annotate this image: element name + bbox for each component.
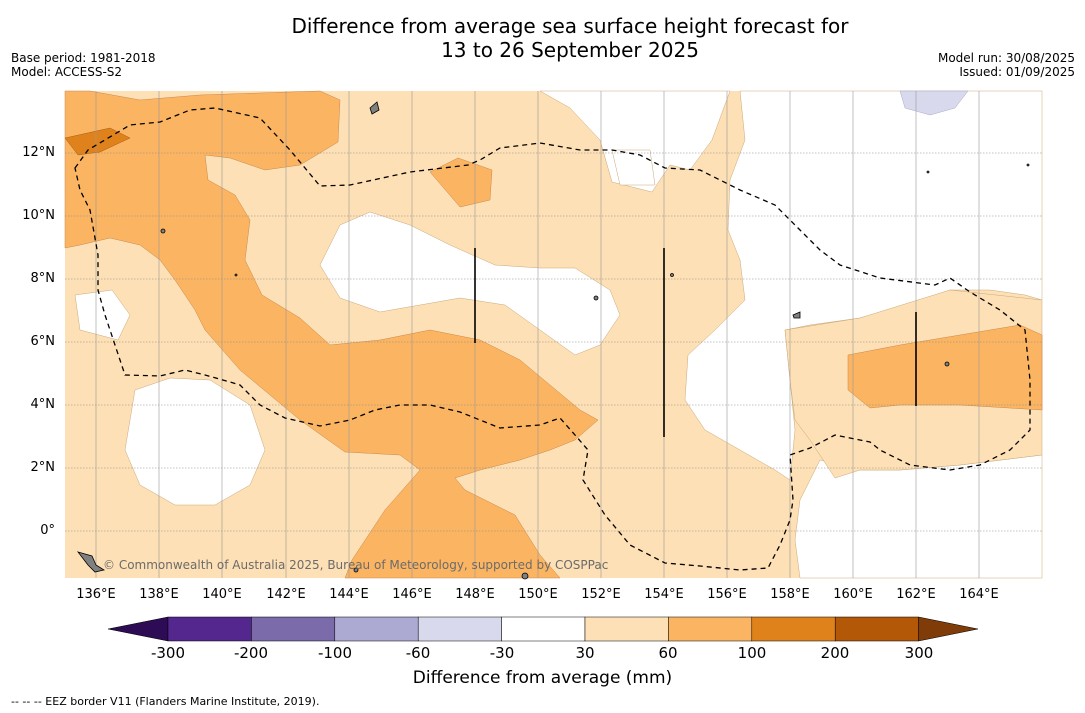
lon-label-138e: 138°E	[139, 587, 179, 602]
colorbar	[107, 616, 979, 642]
lat-label-2n: 2°N	[30, 460, 56, 475]
colorbar-tick-neg30: -30	[489, 644, 515, 662]
colorbar-tick-30: 30	[575, 644, 595, 662]
lon-label-146e: 146°E	[392, 587, 432, 602]
colorbar-swatch-2	[251, 616, 336, 642]
lat-label-8n: 8°N	[30, 271, 56, 286]
colorbar-tick-100: 100	[737, 644, 767, 662]
colorbar-tick-200: 200	[820, 644, 850, 662]
model-run: Model run: 30/08/2025	[937, 51, 1075, 65]
neutral-region-top-small	[611, 149, 656, 186]
colorbar-tick-neg60: -60	[405, 644, 431, 662]
colorbar-swatch-5	[501, 616, 586, 642]
colorbar-swatch-9	[834, 616, 919, 642]
lon-label-148e: 148°E	[455, 587, 495, 602]
lon-label-140e: 140°E	[202, 587, 242, 602]
lon-label-160e: 160°E	[833, 587, 873, 602]
neutral-region-west	[124, 377, 266, 506]
lon-label-162e: 162°E	[896, 587, 936, 602]
meta-left: Base period: 1981-2018 Model: ACCESS-S2	[11, 51, 156, 79]
map-panel	[64, 90, 1043, 580]
lon-label-142e: 142°E	[266, 587, 306, 602]
lon-label-156e: 156°E	[707, 587, 747, 602]
colorbar-swatch-3	[334, 616, 419, 642]
anomaly-region-west	[64, 90, 599, 579]
islands	[76, 101, 1030, 580]
lon-label-164e: 164°E	[959, 587, 999, 602]
colorbar-swatch-7	[668, 616, 753, 642]
colorbar-swatch-4	[417, 616, 502, 642]
neutral-region-top	[539, 90, 731, 193]
meta-right: Model run: 30/08/2025 Issued: 01/09/2025	[938, 51, 1075, 79]
colorbar-title: Difference from average (mm)	[412, 668, 673, 688]
colorbar-cap-right	[918, 616, 979, 642]
negative-anomaly-region	[899, 90, 969, 116]
neutral-region-small-west	[74, 289, 131, 341]
lon-label-136e: 136°E	[76, 587, 116, 602]
model-name: Model: ACCESS-S2	[11, 65, 123, 79]
colorbar-swatch-6	[584, 616, 669, 642]
colorbar-tick-neg100: -100	[317, 644, 353, 662]
colorbar-swatch-1	[167, 616, 252, 642]
colorbar-swatch-8	[751, 616, 836, 642]
colorbar-cap-left	[107, 616, 169, 642]
vertical-markers	[474, 248, 917, 437]
title-line-1: Difference from average sea surface heig…	[291, 14, 849, 38]
copyright-notice: © Commonwealth of Australia 2025, Bureau…	[103, 558, 609, 572]
lat-label-6n: 6°N	[30, 334, 56, 349]
colorbar-tick-neg200: -200	[233, 644, 269, 662]
lon-label-144e: 144°E	[329, 587, 369, 602]
anomaly-region-north	[429, 157, 493, 208]
anomaly-region-east-inner	[847, 324, 1043, 411]
colorbar-tick-60: 60	[658, 644, 678, 662]
issued-date: Issued: 01/09/2025	[959, 65, 1075, 79]
latitude-gridlines	[65, 152, 1042, 532]
base-period: Base period: 1981-2018	[11, 51, 156, 65]
lat-label-12n: 12°N	[22, 145, 55, 160]
lon-label-158e: 158°E	[770, 587, 810, 602]
lon-label-154e: 154°E	[644, 587, 684, 602]
title-line-2: 13 to 26 September 2025	[441, 38, 699, 62]
lon-label-152e: 152°E	[581, 587, 621, 602]
neutral-region-north-center	[319, 211, 621, 356]
eez-footnote: -- -- -- EEZ border V11 (Flanders Marine…	[11, 695, 320, 708]
colorbar-tick-neg300: -300	[150, 644, 186, 662]
colorbar-tick-300: 300	[904, 644, 934, 662]
eez-border	[74, 107, 1031, 571]
lat-label-10n: 10°N	[22, 208, 55, 223]
lat-label-4n: 4°N	[30, 397, 56, 412]
lon-label-150e: 150°E	[518, 587, 558, 602]
lat-label-0: 0°	[40, 523, 55, 538]
strong-anomaly-region	[64, 127, 131, 156]
map-title: Difference from average sea surface heig…	[0, 14, 1085, 62]
